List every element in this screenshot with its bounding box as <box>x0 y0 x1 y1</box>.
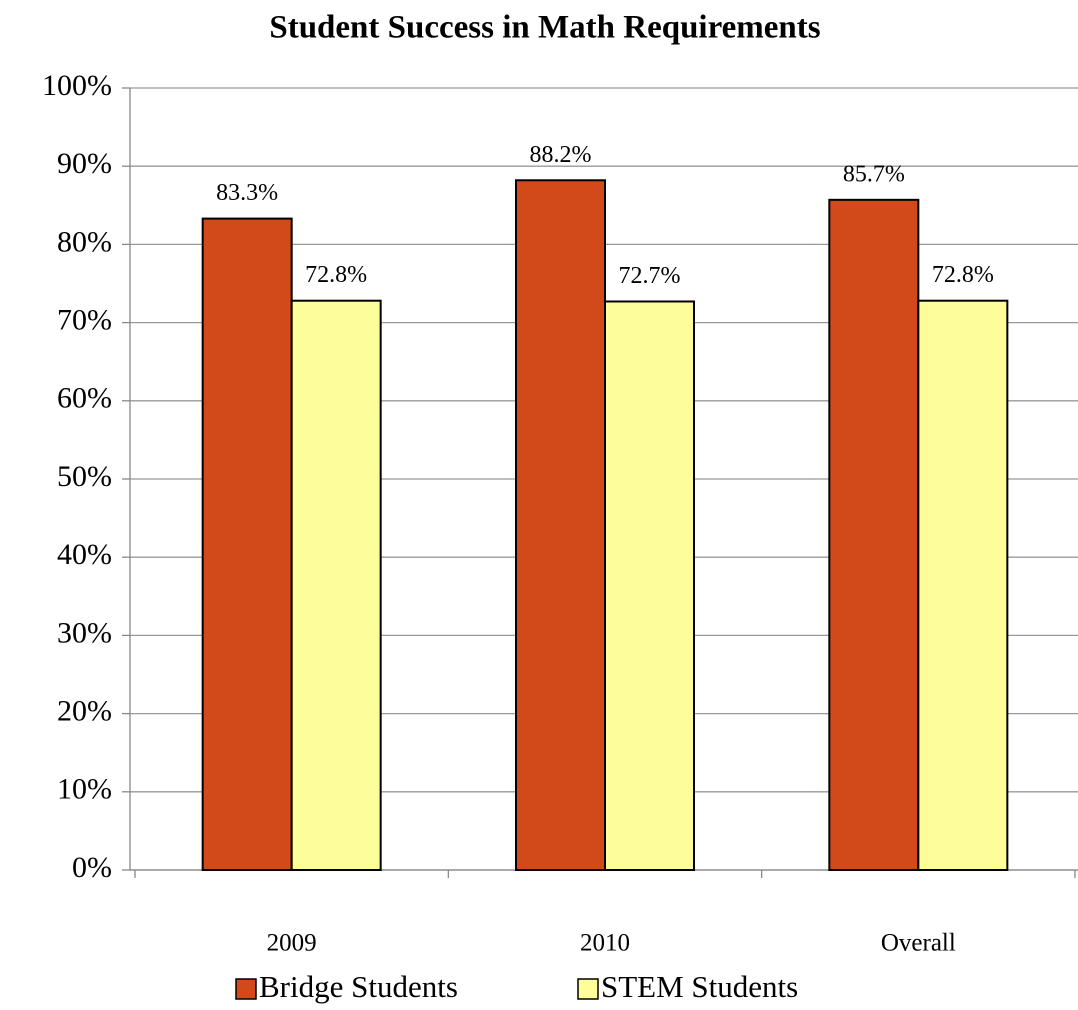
x-tick-label: 2009 <box>267 930 317 957</box>
legend-swatch <box>235 978 257 1000</box>
value-label: 72.7% <box>619 263 681 289</box>
y-tick-label: 70% <box>57 303 112 336</box>
y-tick-label: 0% <box>72 851 112 884</box>
chart-title: Student Success in Math Requirements <box>269 10 820 46</box>
bar <box>917 299 1009 872</box>
y-tick-label: 60% <box>57 382 112 415</box>
bar <box>604 300 695 871</box>
y-tick-label: 100% <box>42 69 112 102</box>
bar <box>201 217 293 871</box>
y-tick-label: 20% <box>57 694 112 727</box>
y-tick-label: 50% <box>57 460 112 493</box>
x-tick-label: Overall <box>881 930 956 957</box>
bar <box>290 299 382 872</box>
legend-label: STEM Students <box>601 969 798 1004</box>
y-tick-label: 10% <box>57 773 112 806</box>
legend-label: Bridge Students <box>259 969 458 1004</box>
legend-swatch <box>577 978 599 1000</box>
value-label: 85.7% <box>843 161 905 187</box>
bar <box>828 198 920 872</box>
bar <box>515 179 606 871</box>
value-label: 72.8% <box>305 262 367 288</box>
value-label: 88.2% <box>530 142 592 168</box>
value-label: 72.8% <box>932 262 994 288</box>
y-tick-label: 40% <box>57 538 112 571</box>
y-tick-label: 90% <box>57 147 112 180</box>
y-tick-label: 80% <box>57 225 112 258</box>
y-tick-label: 30% <box>57 616 112 649</box>
x-tick-label: 2010 <box>580 930 630 957</box>
value-label: 83.3% <box>216 180 278 206</box>
